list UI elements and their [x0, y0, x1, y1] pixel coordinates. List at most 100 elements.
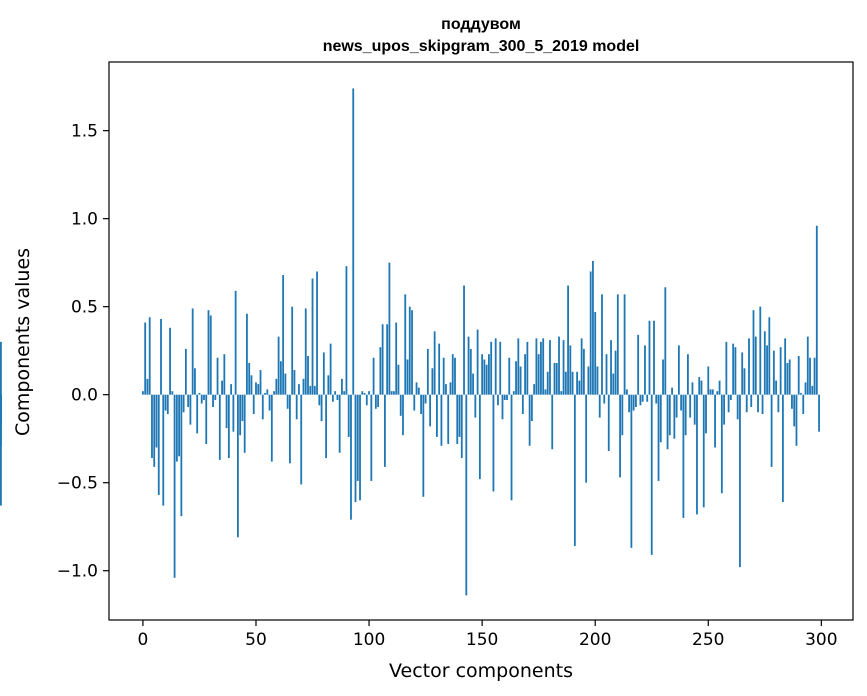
bar	[302, 378, 305, 395]
bar	[442, 357, 445, 395]
bar	[368, 391, 370, 395]
bar	[275, 378, 278, 395]
bar	[365, 394, 368, 406]
bar	[668, 394, 671, 436]
bar	[469, 348, 472, 395]
bar	[289, 394, 291, 464]
bar	[684, 394, 687, 436]
bar	[639, 394, 642, 406]
y-tick-label: −0.5	[57, 474, 98, 494]
bar	[311, 278, 314, 395]
bar	[605, 354, 608, 395]
y-tick-label: 1.0	[71, 210, 98, 230]
bar	[266, 389, 269, 395]
bar	[0, 341, 2, 395]
bar	[347, 394, 350, 437]
bar	[257, 384, 260, 395]
bar	[797, 355, 800, 395]
bar	[763, 331, 766, 395]
bar	[440, 394, 443, 446]
bar	[582, 348, 585, 395]
bar	[725, 341, 728, 395]
bar	[698, 377, 701, 395]
bar	[225, 394, 228, 429]
bar	[601, 294, 603, 395]
x-tick-label: 250	[692, 630, 724, 650]
bar	[431, 368, 434, 395]
bar	[456, 394, 459, 444]
bar	[655, 394, 658, 404]
bar	[752, 310, 755, 395]
bar	[811, 385, 814, 395]
bar	[673, 394, 676, 439]
bar	[806, 336, 809, 395]
bar	[203, 394, 205, 400]
bar	[501, 394, 504, 420]
bar	[666, 394, 669, 450]
bar	[422, 394, 425, 497]
bar	[237, 394, 239, 538]
bar	[241, 394, 244, 422]
bar	[295, 394, 298, 420]
bar	[320, 394, 323, 422]
bar	[162, 394, 165, 506]
bar	[189, 394, 192, 425]
bar-series	[0, 88, 820, 596]
bar	[395, 322, 398, 395]
bar	[304, 308, 307, 395]
bar	[682, 394, 685, 518]
bar	[338, 394, 341, 453]
bar	[675, 394, 678, 418]
bar	[632, 394, 635, 411]
bar	[255, 382, 257, 395]
bar	[270, 394, 273, 462]
bar	[390, 391, 393, 395]
bar	[718, 380, 721, 395]
bar	[379, 347, 382, 395]
bar	[795, 394, 798, 446]
bar	[408, 306, 411, 395]
bar	[528, 394, 531, 446]
bar	[341, 378, 343, 395]
bar	[544, 389, 547, 395]
bar	[221, 380, 223, 395]
bar	[628, 394, 631, 413]
bar	[252, 394, 255, 415]
bar	[592, 260, 594, 395]
bar	[173, 394, 176, 578]
y-axis-ticks: −1.0 −0.5 0.0 0.5 1.0 1.5	[57, 122, 109, 582]
bar	[343, 391, 346, 395]
bar	[483, 359, 486, 395]
bar	[345, 266, 348, 395]
bar	[246, 313, 248, 395]
bar	[234, 290, 237, 395]
bar	[700, 380, 703, 395]
bar	[664, 287, 667, 395]
bar	[151, 394, 153, 459]
bar	[467, 336, 470, 395]
bar	[614, 350, 617, 395]
bar	[370, 394, 373, 481]
bar	[429, 394, 432, 427]
bar	[671, 387, 673, 395]
bar	[481, 354, 484, 395]
bar	[216, 357, 219, 395]
bar	[707, 366, 710, 395]
bar	[460, 394, 463, 459]
bar	[657, 394, 660, 481]
bar	[612, 373, 615, 395]
bar	[388, 262, 391, 395]
bar	[610, 340, 612, 395]
bar	[551, 394, 554, 450]
y-tick-label: −1.0	[57, 562, 98, 582]
bar	[598, 394, 601, 418]
x-axis-ticks: 0 50 100 150 200 250 300	[138, 620, 838, 650]
bar	[512, 391, 515, 395]
bar	[677, 345, 680, 395]
bar	[623, 294, 626, 395]
bar	[232, 394, 235, 432]
bar	[546, 371, 549, 395]
bar	[662, 359, 664, 395]
bar	[800, 392, 802, 395]
